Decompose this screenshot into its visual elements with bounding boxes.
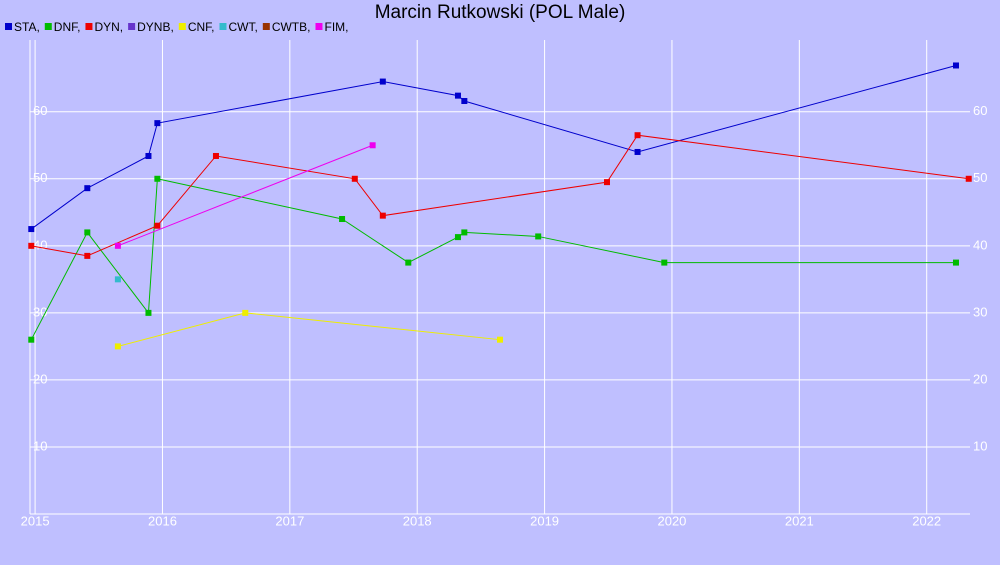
point <box>405 259 412 266</box>
legend-label: DYNB, <box>137 20 174 34</box>
legend-label: STA, <box>14 20 40 34</box>
legend-swatch <box>178 23 186 30</box>
point <box>454 92 461 99</box>
point <box>634 132 641 139</box>
point <box>84 185 91 192</box>
y-tick-label: 50 <box>33 170 47 185</box>
point <box>154 175 161 182</box>
legend-swatch <box>128 23 136 30</box>
point <box>379 78 386 85</box>
y-tick-label: 60 <box>33 103 47 118</box>
point <box>461 229 468 236</box>
legend-swatch <box>219 23 227 30</box>
point <box>28 336 35 343</box>
legend-swatch <box>44 23 52 30</box>
point <box>634 148 641 155</box>
x-tick-label: 2018 <box>403 513 432 528</box>
legend-swatch <box>85 23 93 30</box>
point <box>114 242 121 249</box>
point <box>461 98 468 105</box>
legend-label: CNF, <box>188 20 215 34</box>
x-tick-label: 2016 <box>148 513 177 528</box>
point <box>242 309 249 316</box>
x-tick-label: 2021 <box>785 513 814 528</box>
point <box>114 343 121 350</box>
point <box>145 152 152 159</box>
point <box>28 242 35 249</box>
point <box>339 216 346 223</box>
point <box>114 276 121 283</box>
x-tick-label: 2017 <box>275 513 304 528</box>
point <box>369 142 376 149</box>
point <box>952 62 959 69</box>
legend-swatch <box>262 23 270 30</box>
point <box>497 336 503 343</box>
point <box>535 233 542 240</box>
y2-tick-label: 20 <box>973 371 987 386</box>
y2-tick-label: 40 <box>973 237 987 252</box>
legend-label: DYN, <box>94 20 123 34</box>
legend-swatch <box>5 23 12 30</box>
x-tick-label: 2022 <box>912 513 941 528</box>
y-tick-label: 20 <box>33 371 47 386</box>
x-tick-label: 2020 <box>657 513 686 528</box>
point <box>965 175 972 182</box>
y-tick-label: 10 <box>33 438 47 453</box>
point <box>84 229 91 236</box>
x-tick-label: 2019 <box>530 513 559 528</box>
y2-tick-label: 50 <box>973 170 987 185</box>
legend-swatch <box>315 23 323 30</box>
series-line <box>117 144 373 247</box>
chart-title: Marcin Rutkowski (POL Male) <box>375 2 626 23</box>
point <box>351 175 358 182</box>
x-tick-label: 2015 <box>21 513 50 528</box>
legend-label: CWT, <box>228 20 257 34</box>
point <box>145 309 152 316</box>
y2-tick-label: 10 <box>973 438 987 453</box>
legend-label: DNF, <box>54 20 81 34</box>
y2-tick-label: 30 <box>973 304 987 319</box>
point <box>661 259 668 266</box>
point <box>212 152 219 159</box>
point <box>454 234 461 241</box>
point <box>154 222 161 229</box>
point <box>154 120 161 127</box>
point <box>84 252 91 259</box>
legend-label: CWTB, <box>272 20 311 34</box>
point <box>379 212 386 219</box>
legend-label: FIM, <box>324 20 348 34</box>
point <box>28 226 35 233</box>
y2-tick-label: 60 <box>973 103 987 118</box>
point <box>952 259 959 266</box>
point <box>603 179 610 186</box>
